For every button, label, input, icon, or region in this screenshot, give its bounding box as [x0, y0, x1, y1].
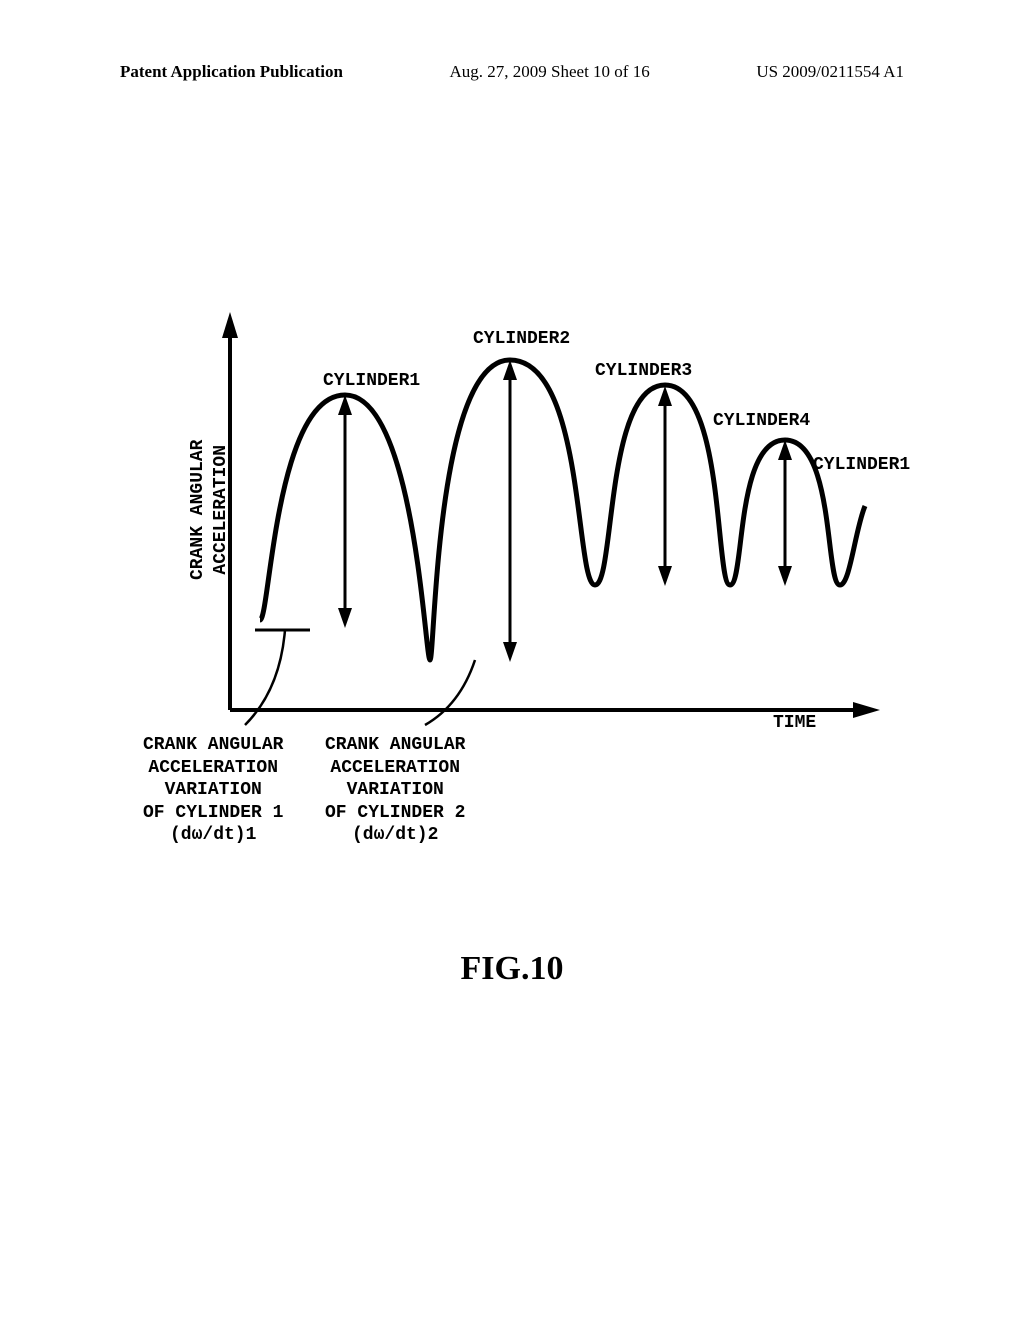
- page-header: Patent Application Publication Aug. 27, …: [0, 62, 1024, 82]
- header-center: Aug. 27, 2009 Sheet 10 of 16: [450, 62, 650, 82]
- figure-number: FIG.10: [0, 950, 1024, 988]
- callout-cyl2: CRANK ANGULAR ACCELERATION VARIATION OF …: [325, 734, 465, 847]
- y-axis-label: CRANK ANGULAR ACCELERATION: [187, 440, 232, 580]
- figure-diagram: CRANK ANGULAR ACCELERATION TIME CYLINDER…: [125, 310, 895, 890]
- peak-label-cyl4: CYLINDER4: [713, 410, 810, 433]
- peak-label-cyl1b: CYLINDER1: [813, 454, 910, 477]
- peak-label-cyl3: CYLINDER3: [595, 360, 692, 383]
- header-left: Patent Application Publication: [120, 62, 343, 82]
- x-axis-label: TIME: [773, 712, 816, 735]
- callout-cyl1: CRANK ANGULAR ACCELERATION VARIATION OF …: [143, 734, 283, 847]
- header-right: US 2009/0211554 A1: [756, 62, 904, 82]
- peak-label-cyl1: CYLINDER1: [323, 370, 420, 393]
- chart-svg: [125, 310, 895, 730]
- peak-label-cyl2: CYLINDER2: [473, 328, 570, 351]
